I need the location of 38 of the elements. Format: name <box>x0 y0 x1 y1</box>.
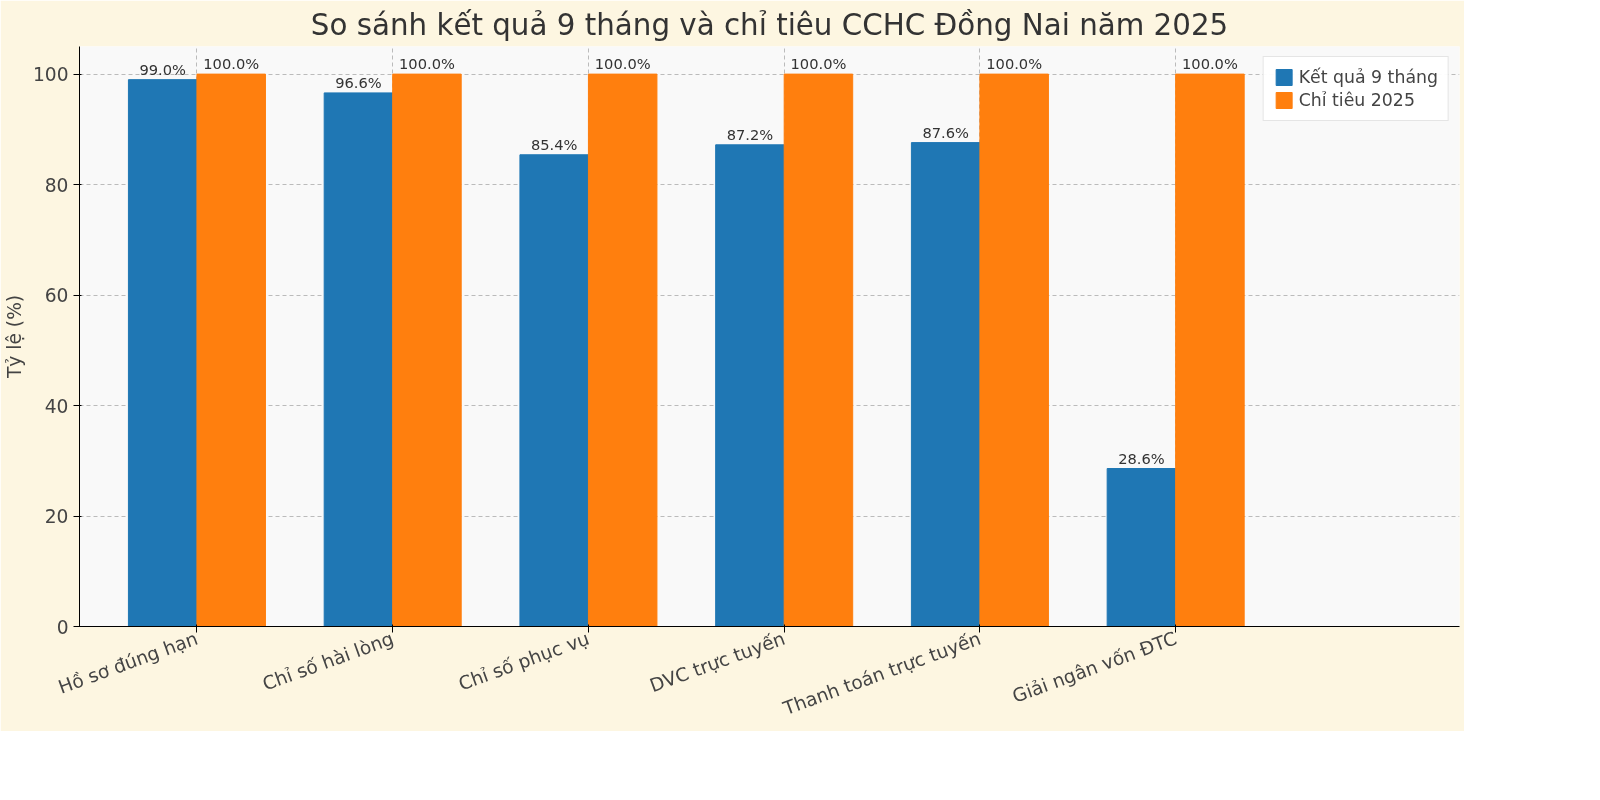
data-label: 100.0% <box>594 55 651 73</box>
bar <box>519 154 589 627</box>
bar <box>715 144 785 627</box>
chart-title: So sánh kết quả 9 tháng và chỉ tiêu CCHC Đồng Nai năm 2025 <box>310 7 1229 42</box>
y-tick-label: 0 <box>56 616 69 638</box>
bar <box>587 73 658 627</box>
data-label: 100.0% <box>1181 55 1238 73</box>
data-label: 100.0% <box>790 55 847 73</box>
x-tick-label: Chỉ số hài lòng <box>259 627 397 695</box>
x-tick-label: Chỉ số phục vụ <box>455 627 593 695</box>
data-label: 87.2% <box>726 125 774 143</box>
y-tick-label: 60 <box>44 285 69 307</box>
bar <box>1106 468 1177 627</box>
bar <box>1175 73 1245 627</box>
y-tick-label: 80 <box>44 174 69 196</box>
bar <box>910 142 981 627</box>
data-label: 100.0% <box>399 55 455 73</box>
data-label: 96.6% <box>335 73 382 91</box>
data-label: 100.0% <box>986 55 1043 73</box>
bar <box>783 73 854 627</box>
legend-label: Chỉ tiêu 2025 <box>1298 90 1415 110</box>
y-tick-label: 40 <box>44 395 69 417</box>
x-tick-label: DVC trực tuyến <box>646 627 788 697</box>
bar <box>127 79 198 627</box>
data-label: 100.0% <box>203 55 260 73</box>
data-label: 87.6% <box>922 123 970 141</box>
x-tick-label: Giải ngân vốn ĐTC <box>1009 627 1180 707</box>
y-tick-label: 20 <box>44 506 69 528</box>
bar <box>323 92 394 627</box>
data-label: 99.0% <box>139 60 187 78</box>
bar <box>392 73 462 627</box>
legend-label: Kết quả 9 tháng <box>1298 67 1438 87</box>
bar <box>979 73 1049 627</box>
data-label: 28.6% <box>1118 449 1165 467</box>
y-tick-label: 100 <box>32 64 69 86</box>
data-label: 85.4% <box>530 135 578 153</box>
bar <box>196 73 266 627</box>
y-axis-title: Tỷ lệ (%) <box>3 294 25 380</box>
